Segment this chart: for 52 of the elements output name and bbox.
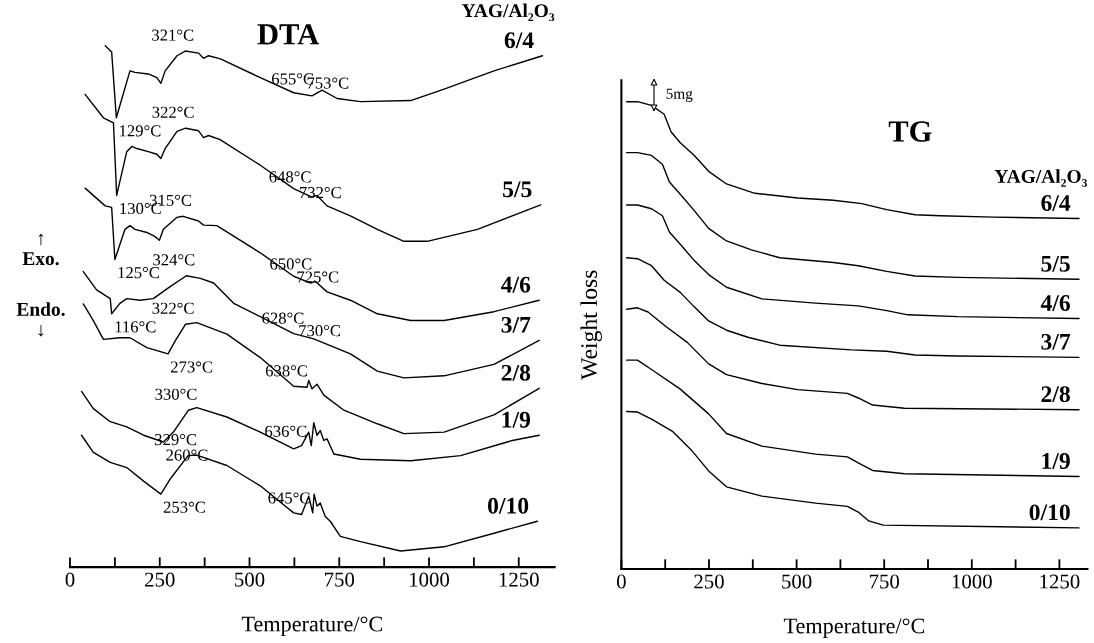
chart-title: DTA	[257, 24, 320, 45]
annotation: 253°C	[163, 501, 205, 513]
series-label: 4/6	[1040, 295, 1070, 311]
series-label: 1/9	[1042, 453, 1070, 469]
series-label: 2/8	[501, 364, 531, 381]
x-tick-label: 250	[145, 572, 175, 587]
series-label: 6/4	[1041, 195, 1071, 211]
series-label: 4/6	[501, 276, 531, 293]
x-tick-label: 1250	[499, 572, 539, 587]
series-label: 3/7	[501, 316, 531, 333]
annotation: 260°C	[166, 449, 208, 461]
series-label: 3/7	[1041, 333, 1071, 350]
text: ↑ Exo.	[22, 233, 59, 266]
x-tick-label: 0	[65, 572, 75, 587]
series-label: 5/5	[1041, 255, 1070, 272]
series-label: 0/10	[1029, 504, 1070, 521]
annotation: 321°C	[152, 29, 194, 41]
series-label: 1/9	[502, 411, 531, 428]
annotation: 125°C	[118, 266, 159, 279]
legend-title: YAG/Al₂O₃	[994, 169, 1088, 187]
x-axis-title: Temperature/°C	[783, 618, 925, 638]
x-tick-label: 750	[869, 574, 900, 589]
annotation: 129°C	[120, 125, 161, 137]
x-tick-label: 1250	[1040, 574, 1080, 589]
x-tick-label: 1000	[952, 574, 992, 589]
x-tick-label: 500	[235, 572, 265, 587]
series-label: 2/8	[1041, 386, 1070, 403]
annotation: 628°C	[262, 312, 304, 324]
annotation: 324°C	[153, 254, 195, 266]
annotation: 273°C	[170, 361, 213, 373]
annotation: 322°C	[152, 106, 194, 118]
x-tick-label: 0	[616, 574, 626, 589]
series-label: 0/10	[488, 497, 529, 514]
annotation: 732°C	[300, 186, 341, 199]
series-label: 5/5	[503, 181, 532, 198]
annotation: 116°C	[115, 321, 156, 333]
annotation: 730°C	[299, 325, 341, 337]
annotation: 636°C	[265, 425, 307, 437]
legend-title: YAG/Al₂O₃	[461, 3, 555, 22]
x-tick-label: 500	[782, 574, 812, 589]
chart-title: TG	[888, 121, 932, 142]
y-axis-title: Weight loss	[580, 270, 602, 380]
text: Endo. ↓	[16, 302, 65, 337]
annotation: 725°C	[297, 271, 339, 283]
series-label: 6/4	[504, 32, 534, 49]
annotation: 330°C	[155, 388, 197, 400]
x-tick-label: 1000	[410, 572, 450, 587]
annotation: 5mg	[666, 88, 693, 102]
x-tick-label: 250	[694, 574, 724, 589]
x-axis-title: Temperature/°C	[241, 616, 383, 637]
annotation: 322°C	[152, 302, 194, 314]
x-tick-label: 750	[325, 572, 355, 587]
